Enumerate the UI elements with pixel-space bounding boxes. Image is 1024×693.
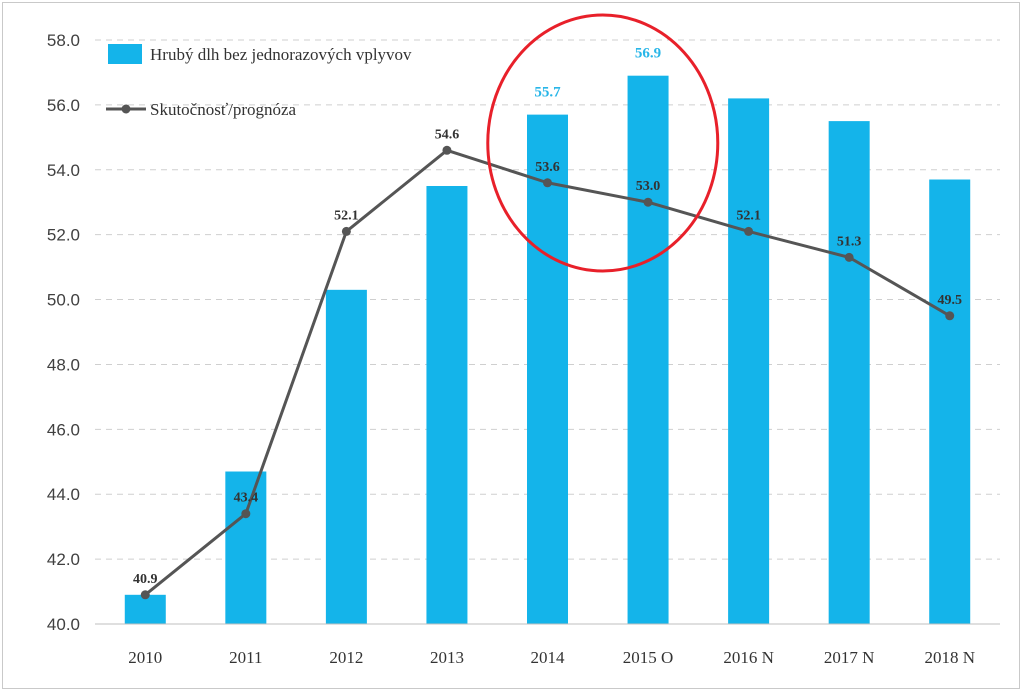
y-tick-label: 50.0 (47, 291, 80, 310)
y-tick-label: 54.0 (47, 161, 80, 180)
x-tick-label: 2012 (329, 648, 363, 667)
x-tick-label: 2017 N (824, 648, 875, 667)
bar-2013 (426, 186, 468, 624)
line-data-label: 51.3 (837, 234, 862, 249)
bar-series (124, 75, 971, 624)
bar-2014 (527, 114, 568, 624)
line-marker (241, 509, 251, 519)
highlight-annotation (486, 13, 720, 273)
line-data-label: 49.5 (937, 293, 962, 308)
line-marker (945, 311, 955, 321)
red-highlight-ellipse (486, 13, 720, 273)
line-data-label: 43.4 (234, 491, 259, 506)
line-marker (442, 145, 452, 155)
bar-2011 (225, 471, 267, 624)
legend: Hrubý dlh bez jednorazových vplyvov Skut… (106, 44, 412, 119)
line-data-label: 52.1 (736, 208, 761, 223)
line-data-label: 40.9 (133, 572, 158, 587)
y-tick-label: 40.0 (47, 615, 80, 634)
bar-data-label: 56.9 (635, 46, 661, 62)
line-data-label: 52.1 (334, 208, 359, 223)
y-tick-label: 52.0 (47, 226, 80, 245)
y-tick-label: 42.0 (47, 550, 80, 569)
x-tick-label: 2014 (531, 648, 566, 667)
y-tick-label: 44.0 (47, 485, 80, 504)
line-data-label: 53.0 (636, 179, 661, 194)
x-tick-label: 2018 N (924, 648, 975, 667)
x-tick-label: 2013 (430, 648, 464, 667)
legend-line-marker (121, 104, 131, 114)
y-tick-label: 56.0 (47, 96, 80, 115)
line-marker (341, 226, 351, 236)
bar-data-label: 55.7 (534, 85, 561, 101)
line-marker (140, 590, 150, 600)
x-tick-label: 2015 O (623, 648, 674, 667)
y-axis-ticks: 40.0 42.0 44.0 46.0 48.0 50.0 52.0 54.0 56.0 58.0 (47, 31, 80, 634)
bar-2017-n (828, 121, 870, 624)
legend-bar-swatch (108, 44, 142, 64)
line-series (140, 145, 955, 600)
line-marker (643, 197, 653, 207)
bar-2018-n (929, 179, 971, 624)
line-marker (543, 178, 552, 188)
legend-bar-label: Hrubý dlh bez jednorazových vplyvov (150, 45, 412, 64)
bar-2010 (124, 594, 166, 624)
y-tick-label: 46.0 (47, 420, 80, 439)
bar-2015-o (627, 75, 669, 624)
x-axis-ticks: 2010 2011 2012 2013 2014 2015 O 2016 N 2017 N 20… (128, 648, 975, 667)
bar-2016-n (728, 98, 770, 624)
x-tick-label: 2010 (128, 648, 162, 667)
bar-2012 (325, 289, 367, 624)
line-marker (744, 226, 754, 236)
legend-line-label: Skutočnosť/prognóza (150, 100, 297, 119)
line-data-label: 53.6 (535, 160, 560, 175)
line-data-label: 54.6 (435, 127, 460, 142)
x-tick-label: 2016 N (723, 648, 774, 667)
line-marker (844, 252, 854, 262)
y-tick-label: 58.0 (47, 31, 80, 50)
x-tick-label: 2011 (229, 648, 262, 667)
data-labels: 40.9 43.4 52.1 54.6 53.6 53.0 52.1 51.3 49.5 55.7… (133, 46, 962, 587)
y-tick-label: 48.0 (47, 355, 80, 374)
